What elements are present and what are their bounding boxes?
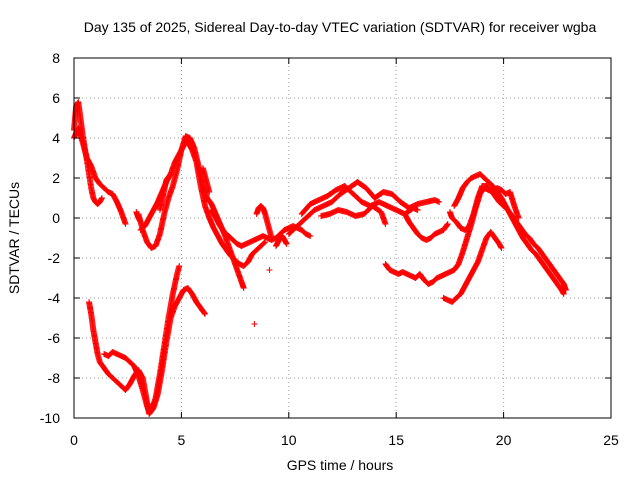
series-arc-10: [208, 207, 314, 249]
y-tick-label: -10: [40, 410, 60, 426]
marker-trace: [253, 203, 275, 241]
x-tick-label: 20: [496, 432, 512, 448]
x-tick-label: 10: [281, 432, 297, 448]
y-tick-label: 8: [52, 50, 60, 66]
marker-trace: [251, 267, 273, 327]
marker-trace: [199, 165, 213, 195]
series-arc-11: [253, 203, 275, 241]
series-arc-19: [451, 171, 567, 297]
marker-trace: [451, 171, 567, 297]
y-tick-label: -8: [48, 370, 61, 386]
marker-trace: [137, 139, 269, 269]
marker-trace: [440, 229, 505, 305]
y-tick-label: -4: [48, 290, 61, 306]
y-tick-label: 4: [52, 130, 60, 146]
series-arc-8: [156, 171, 174, 213]
series-arc-9: [199, 165, 213, 195]
series-arc-2: [71, 125, 129, 227]
chart-title: Day 135 of 2025, Sidereal Day-to-day VTE…: [84, 19, 597, 35]
marker-trace: [272, 233, 290, 249]
y-tick-labels: -10 -8 -6 -4 -2 0 2 4 6 8: [40, 50, 60, 426]
series-arc-7: [133, 209, 144, 225]
x-tick-label: 0: [70, 432, 78, 448]
x-tick-labels: 0 5 10 15 20 25: [70, 432, 619, 448]
x-tick-label: 5: [178, 432, 186, 448]
x-tick-label: 25: [603, 432, 619, 448]
series-arc-12: [272, 233, 290, 249]
marker-trace: [318, 203, 389, 227]
axis-ticks: [73, 57, 612, 419]
series-arc-6: [137, 139, 269, 269]
series-arc-4: [101, 263, 183, 415]
y-tick-label: 0: [52, 210, 60, 226]
x-tick-label: 15: [388, 432, 404, 448]
series-arc-20: [440, 229, 505, 305]
marker-trace: [101, 263, 183, 415]
y-tick-label: 2: [52, 170, 60, 186]
series-arc-13: [285, 179, 443, 237]
y-tick-label: 6: [52, 90, 60, 106]
series-outlier: [251, 267, 273, 327]
series-arc-15: [318, 203, 389, 227]
marker-trace: [133, 209, 144, 225]
y-axis-label: SDTVAR / TECUs: [6, 182, 22, 294]
marker-trace: [208, 207, 314, 249]
plot-frame: [73, 57, 612, 419]
series-arc-16: [401, 211, 451, 243]
marker-trace: [156, 171, 174, 213]
data-markers: [71, 99, 569, 417]
marker-trace: [285, 179, 443, 237]
x-axis-label: GPS time / hours: [287, 457, 394, 473]
marker-trace: [71, 125, 129, 227]
marker-trace: [401, 211, 451, 243]
y-tick-label: -6: [48, 330, 61, 346]
y-tick-label: -2: [48, 250, 61, 266]
grid-lines: [74, 58, 611, 418]
